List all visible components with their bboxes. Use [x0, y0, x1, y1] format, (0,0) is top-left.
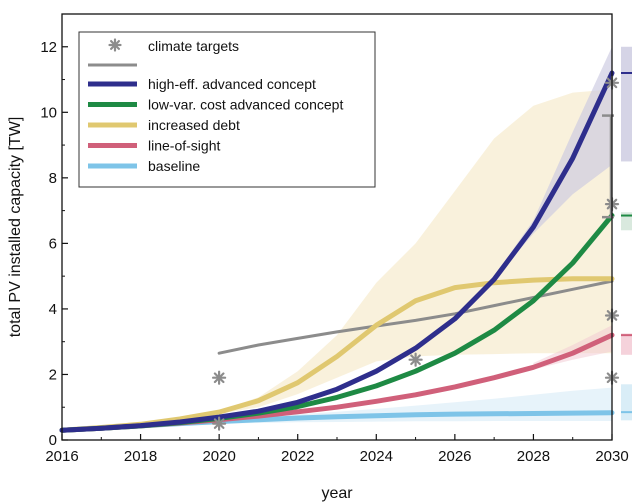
legend: climate targets high-eff. advanced concep…	[78, 31, 376, 188]
y-tick-label: 8	[49, 170, 57, 187]
y-tick-label: 10	[40, 104, 57, 121]
legend-box	[78, 31, 376, 188]
legend-marker-climate-targets	[108, 38, 122, 52]
climate-target-point-2	[212, 416, 227, 431]
legend-label-lowvar: low-var. cost advanced concept	[148, 97, 343, 113]
y-tick-label: 4	[49, 301, 57, 318]
series-line-high-eff-advanced-concept	[59, 70, 615, 433]
x-tick-label: 2016	[45, 448, 78, 465]
x-tick-label: 2022	[281, 448, 314, 465]
legend-label-los: line-of-sight	[148, 138, 220, 154]
band-increased-debt	[219, 89, 612, 414]
y-tick-label: 12	[40, 39, 57, 56]
y-tick-label: 6	[49, 235, 57, 252]
band-high-eff-advanced-concept	[494, 46, 612, 280]
x-tick-label: 2030	[595, 448, 628, 465]
legend-label-base: baseline	[148, 158, 200, 174]
legend-label-targets: climate targets	[148, 38, 239, 54]
legend-label-high: high-eff. advanced concept	[148, 76, 316, 92]
legend-item-los: line-of-sight	[88, 138, 220, 154]
x-tick-label: 2024	[360, 448, 393, 465]
climate-target-point-3	[408, 352, 423, 367]
x-axis-label: year	[321, 485, 353, 502]
legend-label-debt: increased debt	[148, 117, 240, 133]
y-axis-ticks: 0 2 4 6 8 10 12	[40, 39, 68, 449]
legend-item-targets: climate targets	[88, 38, 239, 67]
series-lines	[59, 70, 615, 433]
right-range-baseline	[621, 384, 632, 421]
x-axis-ticks: 2016 2018 2020 2022 2024 2026 2028 2030	[45, 434, 629, 465]
x-tick-label: 2020	[202, 448, 235, 465]
y-axis-label: total PV installed capacity [TW]	[7, 117, 24, 338]
series-line-climate-targets	[217, 279, 614, 355]
x-tick-label: 2018	[124, 448, 157, 465]
x-tick-label: 2026	[438, 448, 471, 465]
right-margin-ranges	[621, 46, 632, 421]
right-range-low-var-cost-advanced-concept	[621, 212, 632, 231]
y-tick-label: 2	[49, 366, 57, 383]
climate-target-point-1	[212, 370, 227, 385]
x-tick-label: 2028	[517, 448, 550, 465]
y-tick-label: 0	[49, 432, 57, 449]
right-range-line-of-sight	[621, 333, 632, 355]
legend-item-lowvar: low-var. cost advanced concept	[88, 97, 343, 113]
right-range-high-eff-advanced-concept	[621, 46, 632, 162]
legend-item-base: baseline	[88, 158, 200, 174]
legend-item-debt: increased debt	[88, 117, 240, 133]
legend-item-high: high-eff. advanced concept	[88, 76, 316, 92]
